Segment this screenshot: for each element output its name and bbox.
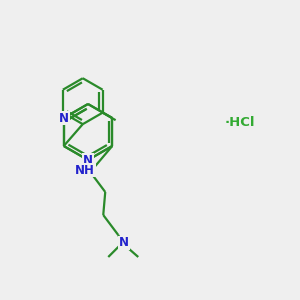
Text: N: N: [83, 154, 93, 166]
Text: NH: NH: [75, 164, 95, 176]
Text: ·HCl: ·HCl: [225, 116, 255, 128]
Text: N: N: [59, 112, 69, 124]
Text: N: N: [119, 236, 129, 250]
